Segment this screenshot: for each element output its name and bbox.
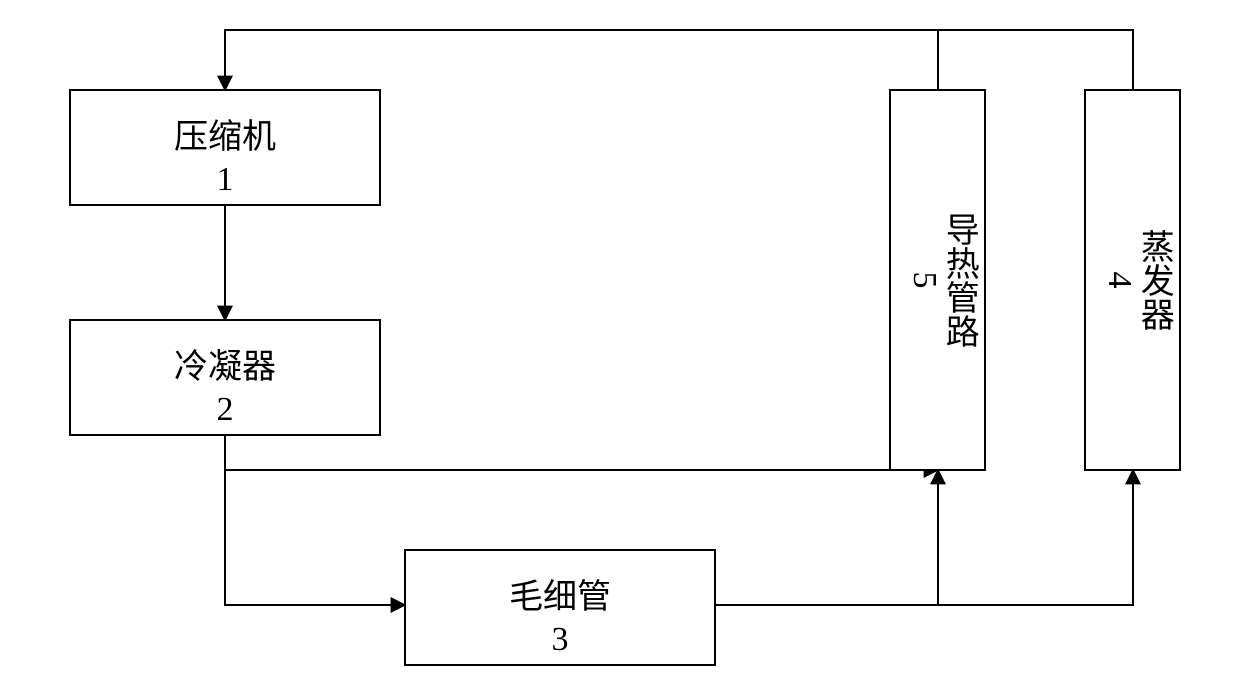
node-number: 1 [217, 161, 234, 198]
edge-condenser-to-capillary [225, 435, 405, 605]
node-label: 导热管路 [940, 212, 978, 348]
node-compressor: 压缩机 1 [70, 90, 380, 205]
nodes-layer: 压缩机 1 冷凝器 2 毛细管 3 蒸发器4 导热管路5 [70, 90, 1180, 665]
edge-evaporator-to-compressor [225, 30, 1133, 90]
node-number: 2 [217, 391, 234, 428]
node-evaporator: 蒸发器4 [1085, 90, 1180, 470]
node-capillary: 毛细管 3 [405, 550, 715, 665]
node-label: 冷凝器 [174, 348, 276, 386]
node-label: 毛细管 [509, 578, 611, 616]
node-number: 3 [552, 621, 569, 658]
node-condenser: 冷凝器 2 [70, 320, 380, 435]
edge-capillary-to-heatpipe [715, 470, 938, 605]
node-heatpipe: 导热管路5 [890, 90, 985, 470]
edge-capillary-to-evaporator [715, 470, 1133, 605]
node-number: 5 [906, 272, 943, 289]
node-label: 蒸发器 [1135, 229, 1173, 331]
node-number: 4 [1101, 272, 1138, 289]
node-label: 压缩机 [174, 118, 276, 156]
refrigeration-flow-diagram: 压缩机 1 冷凝器 2 毛细管 3 蒸发器4 导热管路5 [0, 0, 1240, 700]
